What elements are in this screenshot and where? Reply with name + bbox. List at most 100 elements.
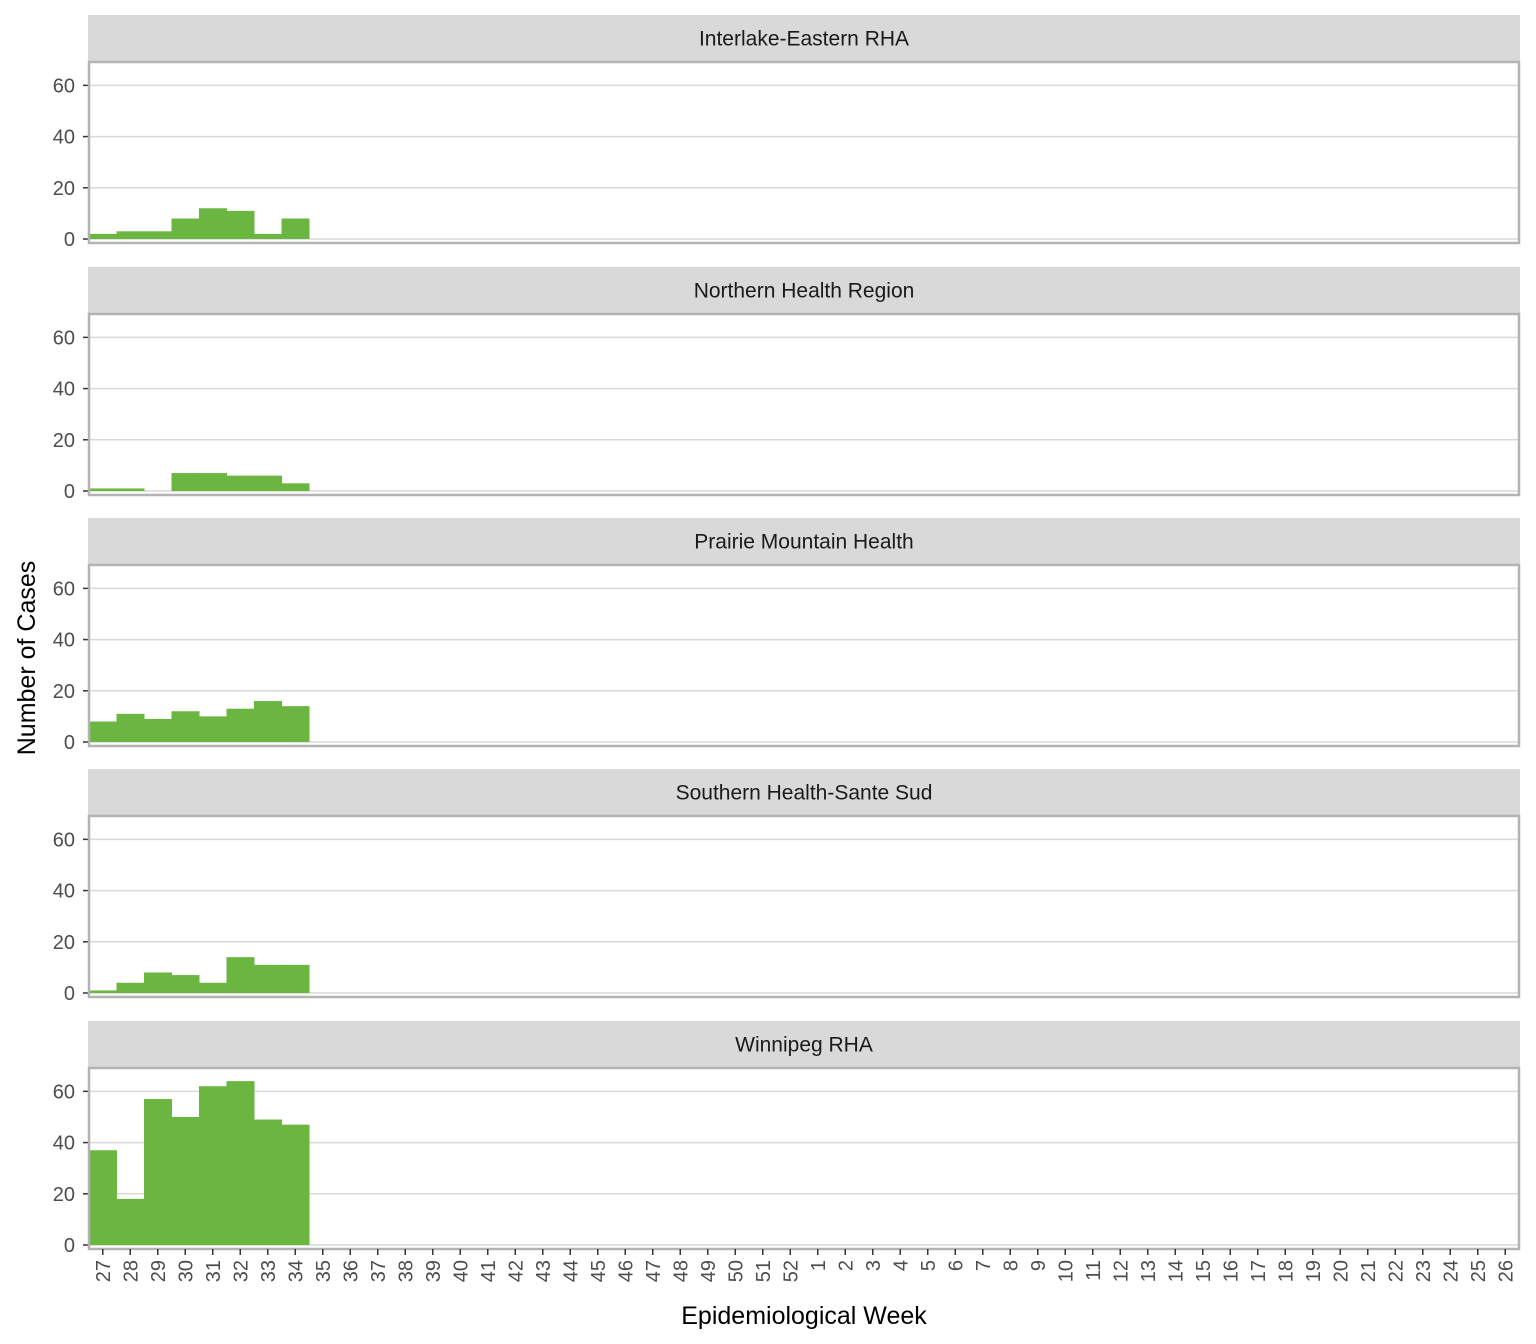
y-tick-label: 0 bbox=[64, 229, 75, 251]
y-tick-label: 20 bbox=[53, 430, 75, 452]
facet-strip bbox=[88, 267, 1520, 314]
x-tick-label: 39 bbox=[423, 1260, 445, 1282]
facet-panel: Winnipeg RHA 0 20 40 60 bbox=[53, 1021, 1521, 1257]
x-axis: 27 28 29 30 31 32 33 34 35 36 37 38 39 40 41 42 43 44 45 46… bbox=[93, 1249, 1517, 1282]
x-tick-label: 27 bbox=[93, 1260, 115, 1282]
x-tick-label: 45 bbox=[588, 1260, 610, 1282]
facet-strip-label: Southern Health-Sante Sud bbox=[676, 782, 933, 805]
bar bbox=[226, 210, 255, 239]
x-tick-label: 48 bbox=[670, 1260, 692, 1282]
x-tick-label: 21 bbox=[1358, 1260, 1380, 1282]
y-tick-label: 20 bbox=[53, 932, 75, 954]
bar bbox=[116, 488, 145, 491]
x-tick-label: 2 bbox=[835, 1260, 857, 1271]
bar bbox=[254, 1119, 282, 1245]
bar bbox=[144, 1099, 172, 1245]
x-tick-label: 15 bbox=[1193, 1260, 1215, 1282]
bar bbox=[116, 1198, 145, 1245]
bar bbox=[89, 990, 117, 993]
panel-border bbox=[87, 814, 1521, 999]
panel-border bbox=[87, 563, 1521, 748]
bar bbox=[281, 218, 310, 239]
x-tick-label: 19 bbox=[1303, 1260, 1325, 1282]
facet-strip bbox=[88, 769, 1520, 816]
x-tick-label: 41 bbox=[478, 1260, 500, 1282]
bar bbox=[281, 706, 310, 742]
x-tick-label: 49 bbox=[698, 1260, 720, 1282]
bar bbox=[171, 1116, 200, 1245]
bar bbox=[199, 716, 227, 742]
y-tick-label: 60 bbox=[53, 578, 75, 600]
bar bbox=[281, 1124, 310, 1245]
x-tick-label: 3 bbox=[863, 1260, 885, 1271]
y-tick-label: 40 bbox=[53, 127, 75, 149]
bar bbox=[226, 475, 255, 491]
facet-panel: Prairie Mountain Health 0 20 40 60 bbox=[53, 518, 1521, 754]
x-tick-label: 44 bbox=[560, 1260, 582, 1282]
x-tick-label: 20 bbox=[1330, 1260, 1352, 1282]
panel-border bbox=[87, 60, 1521, 245]
x-tick-label: 4 bbox=[890, 1260, 912, 1271]
x-tick-label: 38 bbox=[395, 1260, 417, 1282]
x-tick-label: 14 bbox=[1165, 1260, 1187, 1282]
x-tick-label: 11 bbox=[1083, 1260, 1105, 1281]
bar bbox=[226, 957, 255, 993]
bar bbox=[199, 1086, 227, 1245]
x-tick-label: 1 bbox=[808, 1260, 830, 1271]
y-tick-label: 60 bbox=[53, 327, 75, 349]
bar bbox=[171, 975, 200, 993]
x-tick-label: 5 bbox=[918, 1260, 940, 1271]
y-tick-label: 60 bbox=[53, 829, 75, 851]
bar bbox=[116, 982, 145, 993]
x-tick-label: 28 bbox=[120, 1260, 142, 1282]
facet-strip bbox=[88, 518, 1520, 565]
x-tick-label: 52 bbox=[780, 1260, 802, 1282]
bar bbox=[116, 231, 145, 239]
x-tick-label: 6 bbox=[945, 1260, 967, 1271]
bar bbox=[199, 982, 227, 993]
bar bbox=[281, 964, 310, 993]
bar bbox=[199, 208, 227, 239]
bar bbox=[254, 475, 282, 491]
bar bbox=[199, 473, 227, 491]
y-tick-label: 20 bbox=[53, 681, 75, 703]
x-tick-label: 40 bbox=[450, 1260, 472, 1282]
bar bbox=[144, 972, 172, 993]
x-tick-label: 33 bbox=[258, 1260, 280, 1282]
bar bbox=[171, 473, 200, 491]
x-tick-label: 43 bbox=[533, 1260, 555, 1282]
y-tick-label: 0 bbox=[64, 732, 75, 754]
facet-strip bbox=[88, 15, 1520, 62]
y-tick-label: 20 bbox=[53, 178, 75, 200]
x-tick-label: 9 bbox=[1028, 1260, 1050, 1271]
y-tick-label: 0 bbox=[64, 1235, 75, 1257]
bar bbox=[144, 718, 172, 742]
bar bbox=[254, 233, 282, 239]
x-tick-label: 36 bbox=[340, 1260, 362, 1282]
x-tick-label: 46 bbox=[615, 1260, 637, 1282]
x-tick-label: 29 bbox=[148, 1260, 170, 1282]
y-axis-title: Number of Cases bbox=[13, 561, 41, 756]
x-tick-label: 35 bbox=[313, 1260, 335, 1282]
bar bbox=[144, 231, 172, 239]
x-tick-label: 23 bbox=[1413, 1260, 1435, 1282]
x-tick-label: 37 bbox=[368, 1260, 390, 1282]
facet-panel: Interlake-Eastern RHA 0 20 40 60 bbox=[53, 15, 1521, 251]
bar bbox=[89, 721, 117, 742]
bar bbox=[116, 713, 145, 742]
x-tick-label: 10 bbox=[1055, 1260, 1077, 1282]
x-tick-label: 31 bbox=[203, 1260, 225, 1282]
x-tick-label: 22 bbox=[1385, 1260, 1407, 1282]
x-tick-label: 42 bbox=[505, 1260, 527, 1282]
y-tick-label: 20 bbox=[53, 1184, 75, 1206]
x-tick-label: 13 bbox=[1138, 1260, 1160, 1282]
x-tick-label: 8 bbox=[1000, 1260, 1022, 1271]
facet-strip-label: Northern Health Region bbox=[694, 280, 915, 303]
x-tick-label: 26 bbox=[1495, 1260, 1517, 1282]
x-tick-label: 50 bbox=[725, 1260, 747, 1282]
y-tick-label: 40 bbox=[53, 881, 75, 903]
y-tick-label: 60 bbox=[53, 75, 75, 97]
facet-panel: Southern Health-Sante Sud 0 20 40 60 bbox=[53, 769, 1521, 1005]
y-tick-label: 40 bbox=[53, 630, 75, 652]
